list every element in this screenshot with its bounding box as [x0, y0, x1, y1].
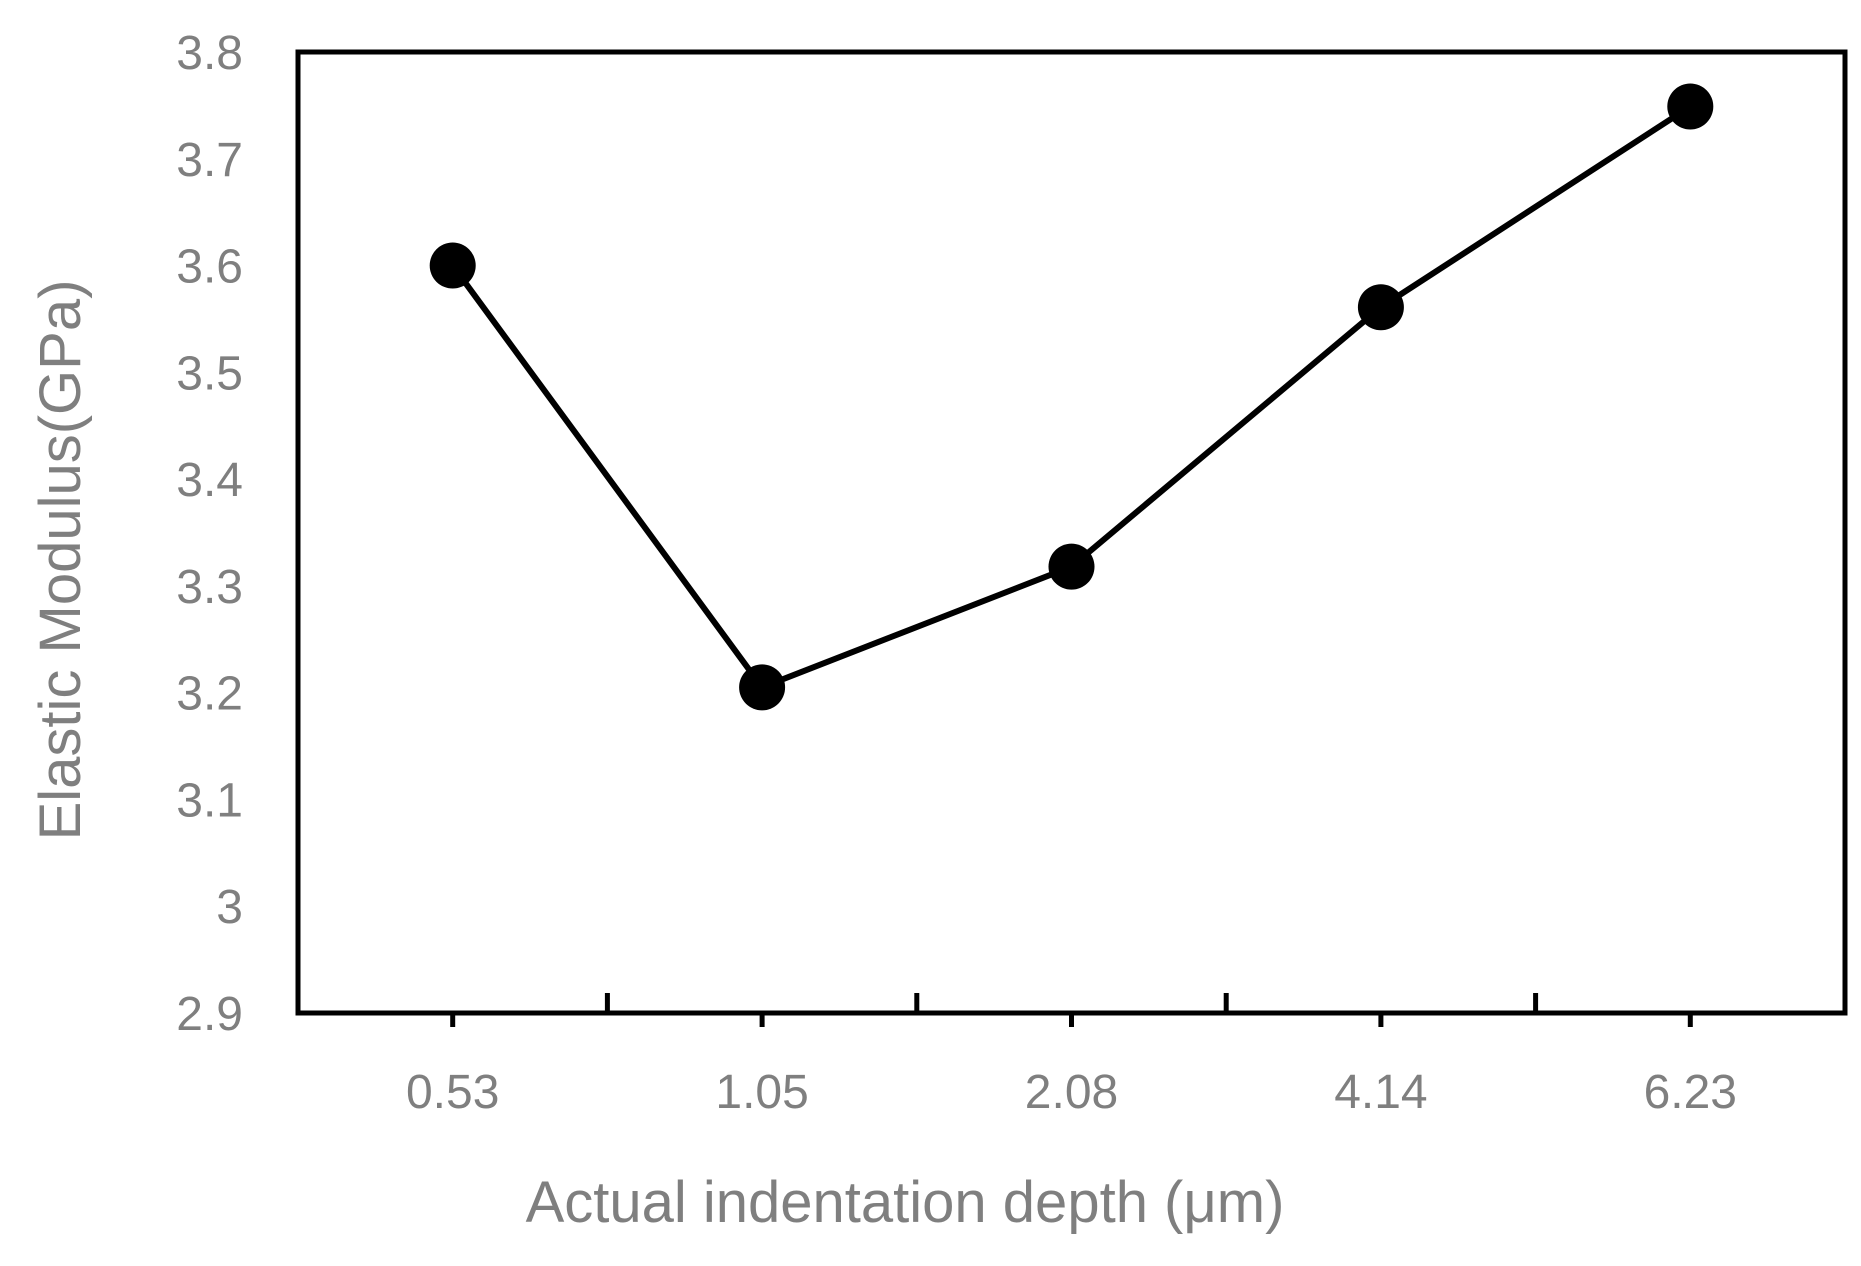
data-point	[429, 242, 476, 289]
data-point	[739, 664, 786, 711]
y-tick-label: 3.5	[176, 347, 243, 400]
data-points	[429, 83, 1714, 711]
data-point	[1667, 83, 1714, 130]
y-axis-tick-labels: 2.9 3 3.1 3.2 3.3 3.4 3.5 3.6 3.7 3.8	[176, 27, 243, 1041]
y-tick-label: 2.9	[176, 988, 243, 1041]
x-tick-label: 4.14	[1334, 1066, 1427, 1119]
x-tick-label: 2.08	[1025, 1066, 1118, 1119]
x-axis-ticks	[450, 993, 1693, 1027]
x-axis-title: Actual indentation depth (μm)	[526, 1170, 1285, 1235]
y-tick-label: 3	[216, 881, 243, 934]
data-point	[1357, 284, 1404, 331]
y-tick-label: 3.2	[176, 668, 243, 721]
y-tick-label: 3.4	[176, 454, 243, 507]
plot-frame	[295, 49, 1848, 1016]
y-tick-label: 3.8	[176, 27, 243, 80]
y-tick-label: 3.1	[176, 774, 243, 827]
x-tick-label: 1.05	[715, 1066, 808, 1119]
data-point	[1048, 543, 1095, 590]
x-axis-tick-labels: 0.53 1.05 2.08 4.14 6.23	[406, 1066, 1737, 1119]
x-tick-label: 0.53	[406, 1066, 499, 1119]
y-axis-title: Elastic Modulus(GPa)	[28, 280, 93, 841]
y-tick-label: 3.7	[176, 134, 243, 187]
x-tick-label: 6.23	[1644, 1066, 1737, 1119]
y-tick-label: 3.6	[176, 241, 243, 294]
y-tick-label: 3.3	[176, 561, 243, 614]
series-line	[450, 103, 1692, 691]
